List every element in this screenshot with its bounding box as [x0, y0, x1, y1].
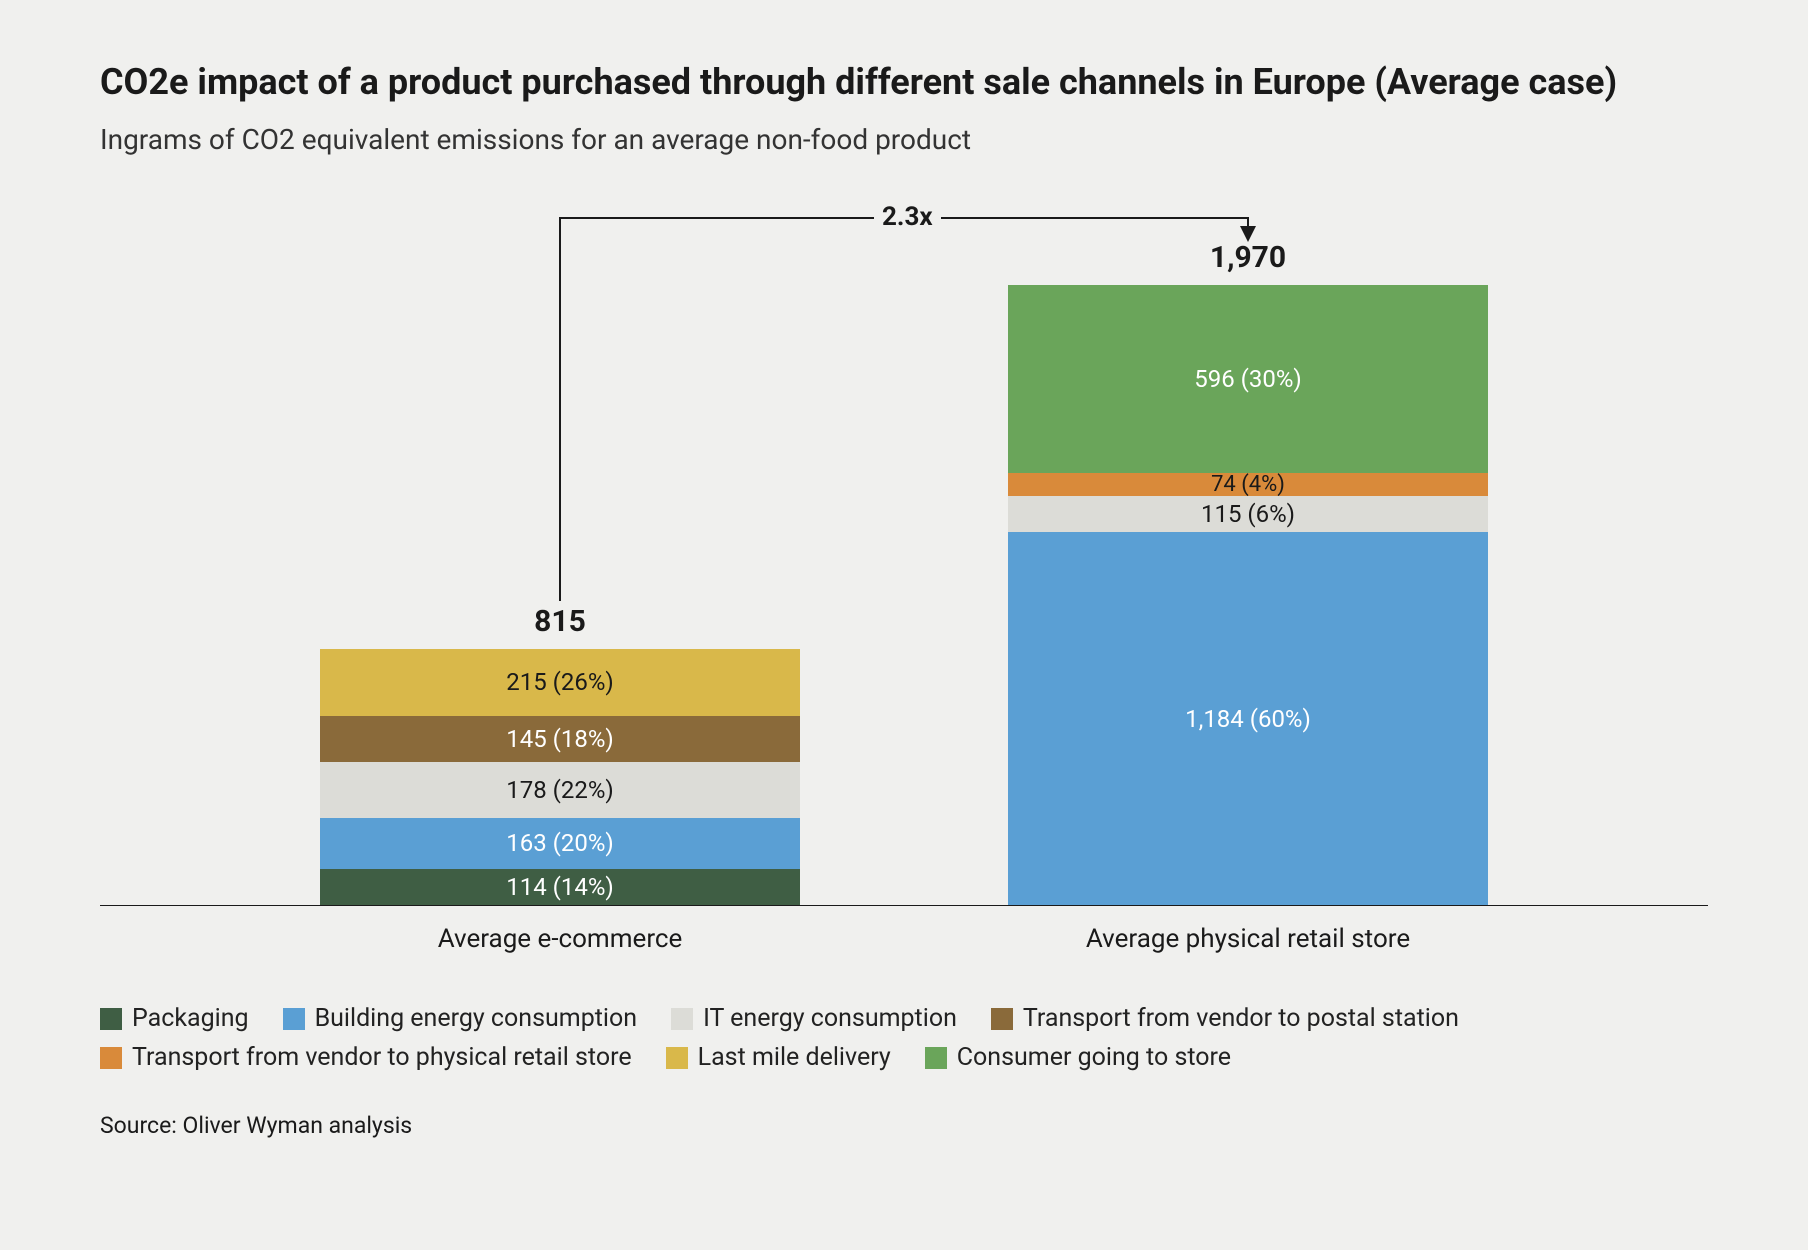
legend-swatch	[666, 1047, 688, 1069]
segment-packaging: 114 (14%)	[320, 869, 800, 905]
x-label-retail: Average physical retail store	[1008, 924, 1488, 954]
bar-total-retail: 1,970	[1008, 240, 1488, 275]
legend-item-it_energy: IT energy consumption	[671, 1004, 957, 1033]
legend-swatch	[671, 1008, 693, 1030]
multiplier-label: 2.3x	[874, 202, 941, 232]
legend-swatch	[100, 1008, 122, 1030]
legend-label: Packaging	[132, 1004, 249, 1033]
segment-label: 178 (22%)	[506, 776, 614, 804]
bar-ecommerce: 114 (14%) 163 (20%) 178 (22%) 145 (18%) 215 …	[320, 649, 800, 905]
segment-last_mile: 215 (26%)	[320, 649, 800, 717]
legend-swatch	[283, 1008, 305, 1030]
legend-item-consumer_store: Consumer going to store	[925, 1043, 1231, 1072]
segment-label: 163 (20%)	[506, 829, 614, 857]
chart-title: CO2e impact of a product purchased throu…	[100, 60, 1708, 105]
legend-swatch	[991, 1008, 1013, 1030]
segment-building_energy: 163 (20%)	[320, 818, 800, 869]
segment-transport_retail: 74 (4%)	[1008, 473, 1488, 496]
segment-label: 114 (14%)	[506, 873, 614, 901]
legend-item-last_mile: Last mile delivery	[666, 1043, 891, 1072]
x-label-ecommerce: Average e-commerce	[320, 924, 800, 954]
bar-total-ecommerce: 815	[320, 604, 800, 639]
legend-item-transport_retail: Transport from vendor to physical retail…	[100, 1043, 632, 1072]
legend-label: Last mile delivery	[698, 1043, 891, 1072]
segment-label: 1,184 (60%)	[1185, 705, 1311, 733]
legend-label: Consumer going to store	[957, 1043, 1231, 1072]
legend-label: Building energy consumption	[315, 1004, 638, 1033]
x-axis-labels: Average e-commerce Average physical reta…	[100, 924, 1708, 954]
segment-label: 215 (26%)	[506, 668, 614, 696]
segment-label: 115 (6%)	[1201, 500, 1295, 528]
segment-it_energy: 178 (22%)	[320, 762, 800, 818]
segment-transport_postal: 145 (18%)	[320, 716, 800, 762]
segment-consumer_store: 596 (30%)	[1008, 285, 1488, 473]
legend-swatch	[925, 1047, 947, 1069]
segment-it_energy: 115 (6%)	[1008, 496, 1488, 532]
segment-building_energy: 1,184 (60%)	[1008, 532, 1488, 905]
legend-swatch	[100, 1047, 122, 1069]
legend-label: Transport from vendor to postal station	[1023, 1004, 1459, 1033]
legend-item-transport_postal: Transport from vendor to postal station	[991, 1004, 1459, 1033]
legend-item-building_energy: Building energy consumption	[283, 1004, 638, 1033]
chart-subtitle: Ingrams of CO2 equivalent emissions for …	[100, 123, 1708, 156]
source-text: Source: Oliver Wyman analysis	[100, 1112, 1708, 1139]
bar-retail: 1,184 (60%) 115 (6%) 74 (4%) 596 (30%)	[1008, 285, 1488, 905]
plot-area: 2.3x 815 1,970 114 (14%)163 (20%)178 (22…	[100, 206, 1708, 906]
segment-label: 596 (30%)	[1194, 365, 1302, 393]
chart-container: CO2e impact of a product purchased throu…	[0, 0, 1808, 1250]
legend-label: IT energy consumption	[703, 1004, 957, 1033]
segment-label: 74 (4%)	[1211, 472, 1285, 497]
legend: Packaging Building energy consumption IT e…	[100, 1004, 1600, 1072]
legend-item-packaging: Packaging	[100, 1004, 249, 1033]
legend-label: Transport from vendor to physical retail…	[132, 1043, 632, 1072]
segment-label: 145 (18%)	[506, 725, 614, 753]
